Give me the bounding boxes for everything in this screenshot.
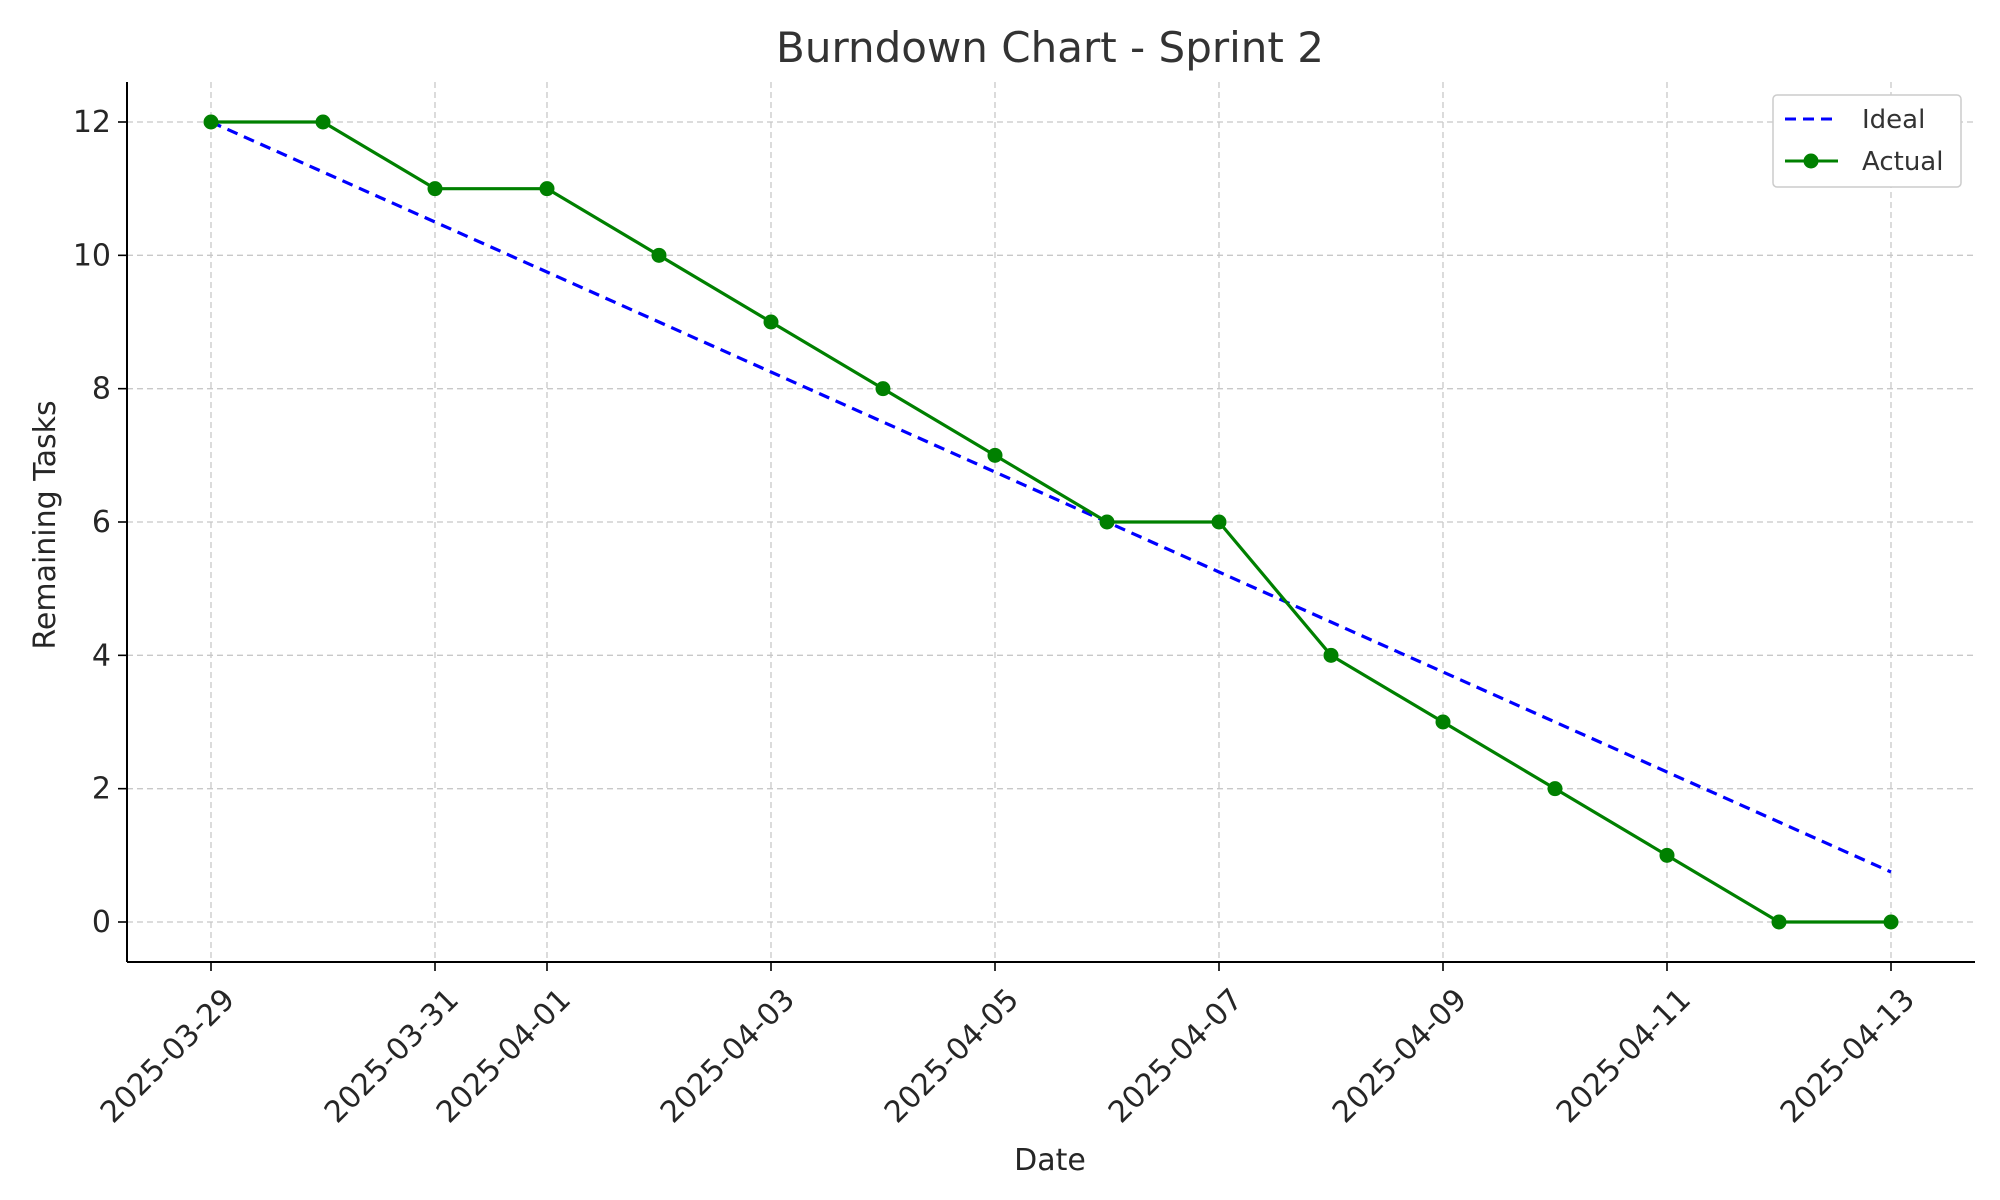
y-tick-label: 2 (92, 772, 111, 807)
series-actual-point (1323, 647, 1339, 663)
series-actual-line (211, 120, 1891, 924)
series-actual-point (1435, 714, 1451, 730)
series-actual-point (763, 314, 779, 330)
y-axis-label: Remaining Tasks (28, 400, 63, 649)
legend-actual-marker (1803, 153, 1819, 169)
series-actual-point (1771, 914, 1787, 930)
legend-box (1772, 94, 1962, 188)
y-tick-label: 6 (92, 505, 111, 540)
y-tick-label: 4 (92, 638, 111, 673)
x-tick-label: 2025-04-05 (878, 982, 1026, 1130)
x-tick-label: 2025-04-07 (1102, 982, 1250, 1130)
y-tick-label: 8 (92, 372, 111, 407)
series (203, 114, 1899, 930)
x-tick-label: 2025-04-13 (1774, 982, 1922, 1130)
series-actual-point (1099, 514, 1115, 530)
series-actual-point (203, 114, 219, 130)
series-ideal-line (210, 120, 1892, 874)
series-actual-point (1547, 781, 1563, 797)
x-tick-label: 2025-04-03 (654, 982, 802, 1130)
series-actual-point (427, 181, 443, 197)
y-tick-label: 12 (73, 105, 111, 140)
x-tick-label: 2025-04-11 (1550, 982, 1698, 1130)
x-tick-label: 2025-04-09 (1326, 982, 1474, 1130)
chart-title: Burndown Chart - Sprint 2 (776, 23, 1324, 72)
series-actual-point (539, 181, 555, 197)
series-actual-point (1659, 847, 1675, 863)
y-axis-ticks: 0 2 4 6 8 10 12 (73, 105, 127, 940)
y-tick-label: 10 (73, 238, 111, 273)
legend-ideal-label: Ideal (1862, 105, 1925, 135)
series-actual-point (875, 381, 891, 397)
series-actual-point (1211, 514, 1227, 530)
x-tick-label: 2025-03-29 (94, 982, 242, 1130)
y-tick-label: 0 (92, 905, 111, 940)
grid-lines (127, 82, 1975, 962)
x-axis-label: Date (1014, 1143, 1086, 1178)
series-actual-point (315, 114, 331, 130)
series-actual-point (987, 447, 1003, 463)
series-actual-point (1883, 914, 1899, 930)
series-actual-point (651, 247, 667, 263)
legend: Ideal Actual (1772, 94, 1962, 188)
legend-actual-label: Actual (1862, 147, 1943, 177)
